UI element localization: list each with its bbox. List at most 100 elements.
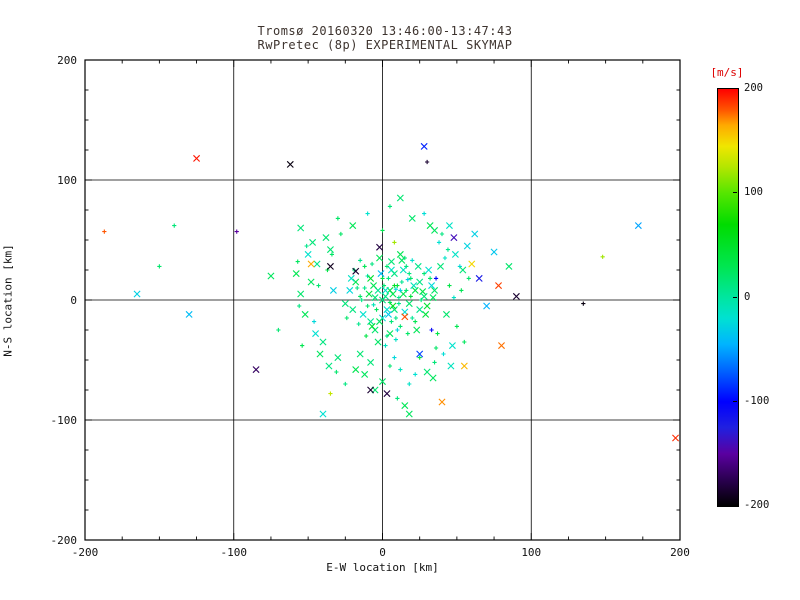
scatter-point <box>399 279 404 285</box>
scatter-point <box>383 390 391 398</box>
scatter-point <box>422 310 430 318</box>
scatter-point <box>395 396 400 401</box>
scatter-point <box>356 321 361 327</box>
scatter-point <box>377 270 385 278</box>
colorbar-tick-label: -100 <box>744 394 770 407</box>
scatter-point <box>328 391 333 396</box>
x-tick-label: 100 <box>521 546 541 559</box>
scatter-point <box>431 286 439 294</box>
scatter-point <box>495 282 503 290</box>
scatter-point <box>338 231 343 237</box>
scatter-point <box>396 194 404 202</box>
scatter-point <box>358 258 363 263</box>
scatter-point <box>326 262 334 270</box>
y-axis-label: N-S location [km] <box>1 244 15 357</box>
scatter-point <box>419 288 427 296</box>
scatter-point <box>408 294 413 299</box>
scatter-point <box>367 358 375 366</box>
scatter-point <box>172 223 177 228</box>
scatter-point <box>344 315 349 321</box>
scatter-point <box>401 313 409 321</box>
scatter-point <box>352 267 360 275</box>
scatter-point <box>413 372 418 377</box>
scatter-point <box>402 255 407 261</box>
scatter-point <box>398 367 403 372</box>
scatter-point <box>416 306 424 314</box>
scatter-point <box>428 282 436 290</box>
scatter-point <box>420 292 428 300</box>
scatter-point <box>447 362 455 370</box>
scatter-point <box>371 302 376 307</box>
scatter-point <box>316 350 324 358</box>
scatter-point <box>459 288 464 293</box>
scatter-point <box>343 381 348 387</box>
scatter-point <box>292 270 300 278</box>
scatter-point <box>410 258 415 263</box>
scatter-point <box>437 262 445 270</box>
scatter-point <box>322 234 330 242</box>
scatter-point <box>390 270 398 278</box>
scatter-point <box>387 363 393 369</box>
scatter-point <box>420 142 428 150</box>
scatter-point <box>326 246 334 254</box>
scatter-point <box>483 302 491 310</box>
scatter-point <box>365 211 370 216</box>
scatter-point <box>267 272 275 280</box>
scatter-point <box>413 326 421 334</box>
scatter-point <box>349 306 357 314</box>
x-tick-label: -100 <box>221 546 248 559</box>
scatter-point <box>425 266 433 274</box>
scatter-point <box>319 338 327 346</box>
scatter-point <box>297 290 305 298</box>
scatter-point <box>361 370 369 378</box>
scatter-point <box>395 327 400 333</box>
y-tick-label: 200 <box>57 54 77 67</box>
scatter-point <box>447 283 452 288</box>
scatter-point <box>356 350 364 358</box>
scatter-point <box>381 283 387 288</box>
scatter-point <box>393 287 398 292</box>
scatter-point <box>309 238 317 246</box>
scatter-point <box>381 286 389 294</box>
scatter-point <box>398 288 403 293</box>
scatter-point <box>439 231 445 237</box>
scatter-point <box>193 154 201 162</box>
scatter-point <box>432 360 437 365</box>
y-tick-label: -100 <box>51 414 78 427</box>
scatter-point <box>286 160 294 168</box>
scatter-point <box>392 283 397 288</box>
scatter-point <box>376 318 384 326</box>
scatter-point <box>396 295 401 300</box>
scatter-point <box>405 331 410 336</box>
scatter-point <box>398 324 403 329</box>
scatter-point <box>369 261 375 267</box>
colorbar-tick-label: 100 <box>744 186 763 199</box>
scatter-point <box>304 250 312 258</box>
x-tick-label: 200 <box>670 546 690 559</box>
colorbar-tick-mark <box>733 505 737 506</box>
scatter-point <box>459 266 467 274</box>
scatter-point <box>301 310 309 318</box>
scatter-point <box>367 318 375 326</box>
scatter-point <box>407 271 412 276</box>
scatter-point <box>387 204 393 209</box>
colorbar-tick-label: -200 <box>744 499 770 511</box>
scatter-point <box>389 319 394 324</box>
scatter-point <box>445 222 453 230</box>
scatter-point <box>335 216 340 221</box>
scatter-point <box>365 290 373 298</box>
x-axis-label: E-W location [km] <box>326 561 439 574</box>
scatter-point <box>307 278 315 286</box>
scatter-point <box>423 368 431 376</box>
scatter-point <box>311 319 317 324</box>
scatter-point <box>450 234 458 242</box>
scatter-point <box>460 362 468 370</box>
scatter-point <box>329 252 335 257</box>
scatter-point <box>442 310 450 318</box>
scatter-point <box>512 292 520 300</box>
scatter-point <box>471 230 479 238</box>
scatter-point <box>475 274 483 282</box>
scatter-point <box>416 278 424 286</box>
scatter-point <box>435 331 440 336</box>
scatter-point <box>355 285 360 291</box>
